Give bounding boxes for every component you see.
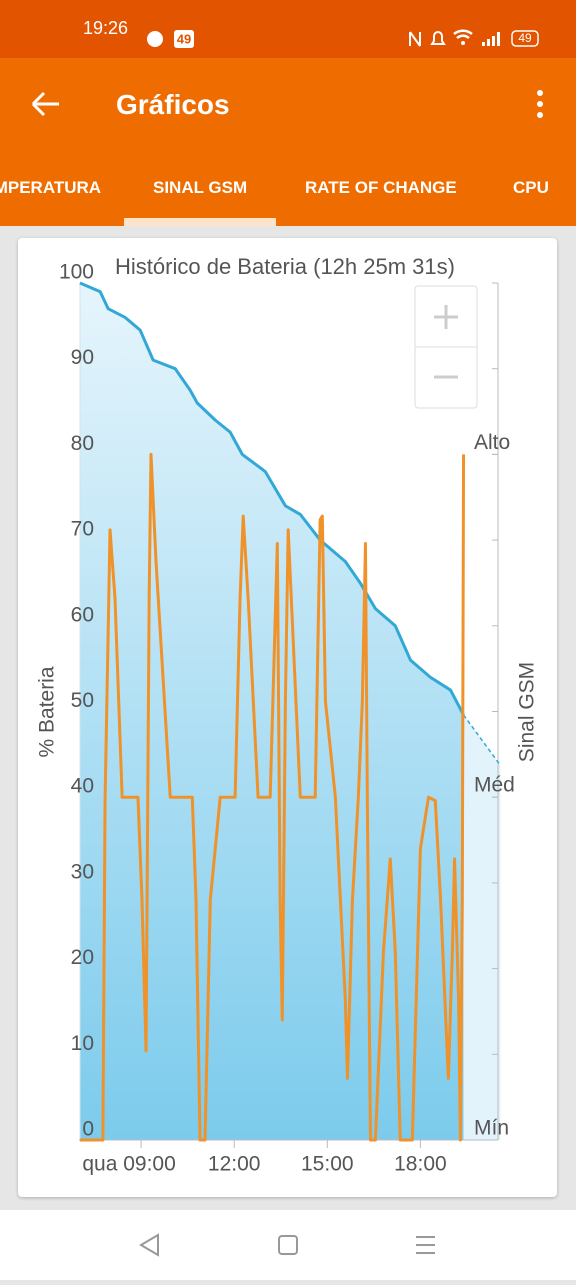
y-tick-label: 10 [71,1032,94,1055]
tab[interactable]: SINAL GSM [153,178,248,197]
y-tick-label: 0 [82,1118,94,1141]
y-tick-label: 50 [71,689,94,712]
nav-icons [139,1233,435,1257]
x-tick-label: qua 09:00 [82,1153,175,1176]
y-tick-label: 40 [71,775,94,798]
y-tick-label: 80 [71,432,94,455]
navigation-bar [0,1210,576,1280]
clock: 19:26 [83,18,129,38]
y2-tick-label: Méd [474,774,515,797]
x-tick-label: 15:00 [301,1153,354,1176]
zoom-in[interactable] [434,305,458,329]
x-tick-label: 12:00 [208,1153,261,1176]
y-tick-label: 30 [71,860,94,883]
y2-tick-label: Mín [474,1117,509,1140]
battery-line [462,714,502,766]
y2-axis-label: Sinal GSM [516,662,539,762]
chart-title: Histórico de Bateria (12h 25m 31s) [115,254,455,279]
y-tick-label: 20 [71,946,94,969]
back-button[interactable] [15,74,75,134]
tab-bar: TEMPERATURA SINAL GSM RATE OF CHANGE CPU [0,148,576,226]
app-title: Gráficos [116,89,230,120]
area [463,714,501,1140]
app-bar: Gráficos [0,58,576,148]
y-tick-label: 100 [59,261,94,284]
nav-back[interactable] [139,1233,159,1257]
battery-line [79,281,465,716]
tab[interactable]: TEMPERATURA [0,178,102,197]
y-axis-label: % Bateria [36,666,59,757]
y-tick-label: 90 [71,346,94,369]
status-icons: 49 49 [147,29,539,48]
notification-badge: 49 [177,31,191,46]
tab-indicator [124,218,277,226]
x-tick-label: 18:00 [394,1153,447,1176]
zoom-controls [414,285,478,409]
y2-tick-label: Alto [474,431,510,454]
tab[interactable]: RATE OF CHANGE [305,178,457,197]
tab[interactable]: CPU [513,178,549,197]
battery-level: 49 [518,31,532,45]
gsm-line [79,452,466,1142]
menu-button[interactable] [530,85,550,125]
nav-home[interactable] [278,1235,298,1255]
y-tick-label: 60 [71,603,94,626]
y-tick-label: 70 [71,518,94,541]
status-bar: 19:26 49 49 [0,0,576,58]
nav-menu[interactable] [416,1236,435,1254]
